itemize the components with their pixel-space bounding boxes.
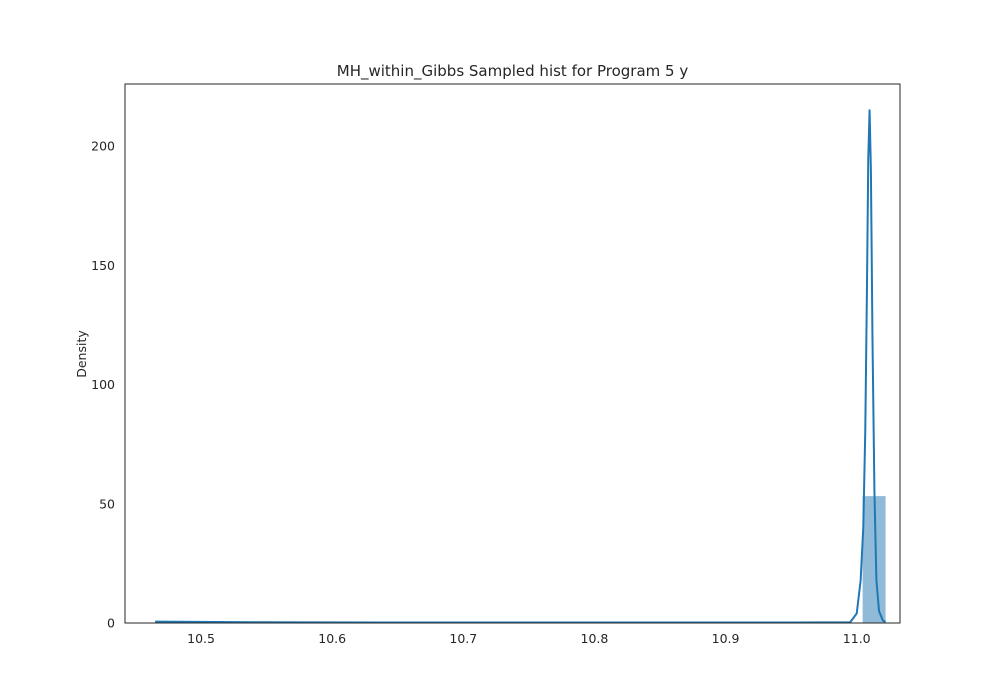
x-tick-label: 10.9 xyxy=(712,631,740,646)
x-tick-label: 10.7 xyxy=(449,631,477,646)
plot-area xyxy=(155,109,887,624)
y-tick-label: 100 xyxy=(91,377,115,392)
y-axis-label: Density xyxy=(74,330,89,378)
y-axis: 0 50 100 150 200 xyxy=(91,139,115,631)
x-tick-label: 11.0 xyxy=(843,631,871,646)
y-tick-label: 0 xyxy=(107,616,115,631)
kde-density-line xyxy=(155,109,887,624)
x-axis: 10.5 10.6 10.7 10.8 10.9 11.0 xyxy=(187,631,871,646)
x-tick-label: 10.5 xyxy=(187,631,215,646)
histogram-bar xyxy=(862,496,886,623)
axes-frame xyxy=(124,83,901,624)
y-tick-label: 150 xyxy=(91,258,115,273)
x-tick-label: 10.8 xyxy=(581,631,609,646)
y-tick-label: 50 xyxy=(99,496,115,511)
x-tick-label: 10.6 xyxy=(318,631,346,646)
chart-title: MH_within_Gibbs Sampled hist for Program… xyxy=(337,62,689,81)
y-tick-label: 200 xyxy=(91,139,115,154)
